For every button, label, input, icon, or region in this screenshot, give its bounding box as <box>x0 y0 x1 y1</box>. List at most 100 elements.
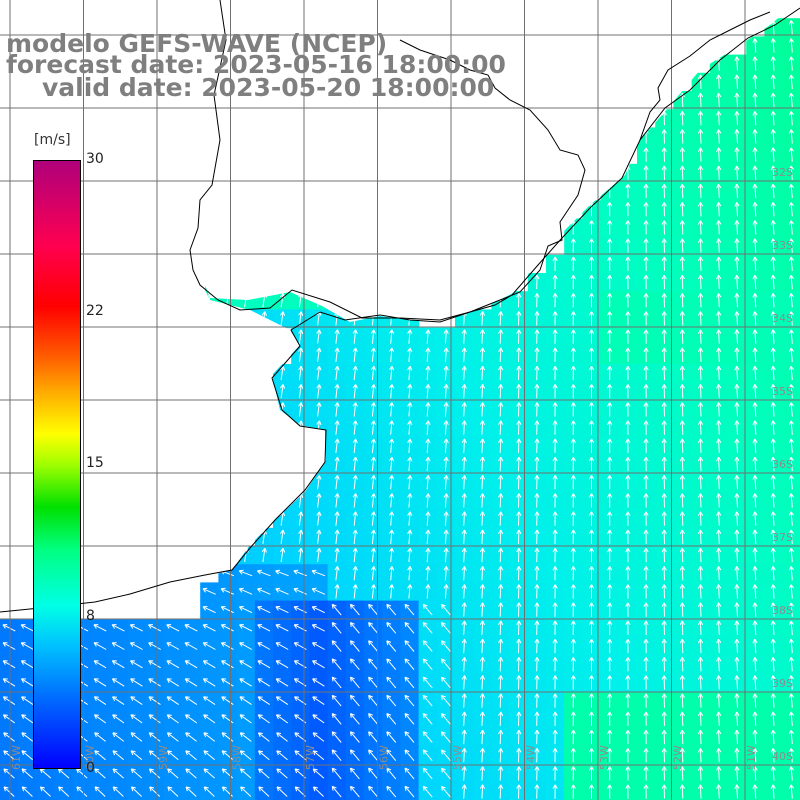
wind-arrow <box>407 529 413 544</box>
wind-arrow <box>625 675 631 690</box>
wind-arrow <box>679 493 685 508</box>
wind-arrow <box>352 438 358 453</box>
wind-arrow <box>3 768 15 779</box>
wind-arrow <box>643 238 649 253</box>
wind-arrow <box>679 347 685 362</box>
wind-arrow <box>479 675 486 690</box>
wind-arrow <box>625 475 631 490</box>
wind-arrow <box>716 183 722 199</box>
wind-arrow <box>334 529 340 544</box>
wind-arrow <box>440 713 451 725</box>
wind-arrow <box>679 311 685 326</box>
wind-arrow <box>770 347 776 362</box>
wind-arrow <box>461 456 467 472</box>
land-area-south <box>0 0 326 616</box>
wind-arrow <box>316 547 322 563</box>
wind-arrow <box>58 786 70 797</box>
wind-arrow <box>770 92 776 108</box>
wind-arrow <box>607 274 613 290</box>
wind-arrow <box>407 475 413 490</box>
wind-arrow <box>752 784 758 799</box>
wind-arrow <box>461 493 467 508</box>
wind-arrow <box>148 660 161 669</box>
wind-arrow <box>20 642 34 650</box>
wind-arrow <box>94 750 106 761</box>
wind-arrow <box>697 402 704 417</box>
wind-arrow <box>752 402 758 417</box>
wind-arrow <box>788 165 795 180</box>
wind-arrow <box>552 456 558 472</box>
wind-arrow <box>552 547 558 563</box>
wind-arrow <box>534 511 540 526</box>
wind-arrow <box>130 696 143 706</box>
wind-arrow <box>221 768 234 779</box>
wind-arrow <box>461 438 467 453</box>
wind-arrow <box>625 365 631 381</box>
wind-arrow <box>298 529 304 544</box>
wind-arrow <box>607 784 613 799</box>
wind-arrow <box>588 638 595 654</box>
wind-arrow <box>588 456 595 472</box>
wind-arrow <box>440 622 451 634</box>
wind-arrow <box>770 766 776 781</box>
wind-arrow <box>588 566 595 581</box>
wind-arrow <box>148 714 161 724</box>
wind-arrow <box>734 511 740 526</box>
wind-arrow <box>422 622 433 634</box>
wind-arrow <box>370 438 376 453</box>
wind-arrow <box>21 786 33 797</box>
wind-arrow <box>752 475 758 490</box>
wind-arrow <box>93 714 107 724</box>
wind-arrow <box>588 365 595 381</box>
wind-arrow <box>407 547 413 563</box>
wind-arrow <box>275 606 289 614</box>
wind-arrow <box>498 311 504 326</box>
wind-arrow <box>298 365 304 381</box>
wind-arrow <box>388 384 395 399</box>
wind-arrow <box>643 384 649 399</box>
wind-arrow <box>734 293 740 308</box>
wind-arrow <box>661 729 667 745</box>
wind-arrow <box>697 493 704 508</box>
wind-arrow <box>516 311 522 326</box>
wind-arrow <box>752 511 758 526</box>
wind-arrow <box>734 620 740 635</box>
wind-arrow <box>679 693 685 708</box>
wind-arrow <box>388 493 395 508</box>
wind-arrow <box>770 475 776 490</box>
wind-arrow <box>516 693 522 708</box>
wind-arrow <box>516 675 522 690</box>
wind-arrow <box>734 384 740 399</box>
wind-arrow <box>257 660 271 669</box>
wind-arrow <box>788 620 795 635</box>
wind-arrow <box>316 529 322 544</box>
wind-arrow <box>257 606 271 614</box>
wind-arrow <box>661 784 667 799</box>
wind-arrow <box>534 529 540 544</box>
wind-arrow <box>552 493 558 508</box>
wind-arrow <box>770 493 776 508</box>
wind-arrow <box>788 202 795 217</box>
wind-arrow <box>352 566 358 581</box>
wind-arrow <box>643 675 649 690</box>
wind-arrow <box>20 624 34 632</box>
wind-arrow <box>643 365 649 381</box>
wind-arrow <box>93 624 107 632</box>
wind-arrow <box>625 220 631 235</box>
wind-arrow <box>425 566 431 581</box>
wind-arrow <box>770 748 776 763</box>
wind-arrow <box>534 347 540 362</box>
wind-arrow <box>625 347 631 362</box>
wind-arrow <box>697 183 704 199</box>
wind-arrow <box>716 475 722 490</box>
wind-arrow <box>716 147 722 162</box>
wind-arrow <box>370 347 376 362</box>
wind-arrow <box>679 438 685 453</box>
wind-arrow <box>440 694 451 707</box>
wind-arrow <box>734 183 740 199</box>
wind-arrow <box>221 714 234 724</box>
wind-arrow <box>461 602 467 617</box>
wind-arrow <box>607 311 613 326</box>
wind-arrow <box>697 384 704 399</box>
